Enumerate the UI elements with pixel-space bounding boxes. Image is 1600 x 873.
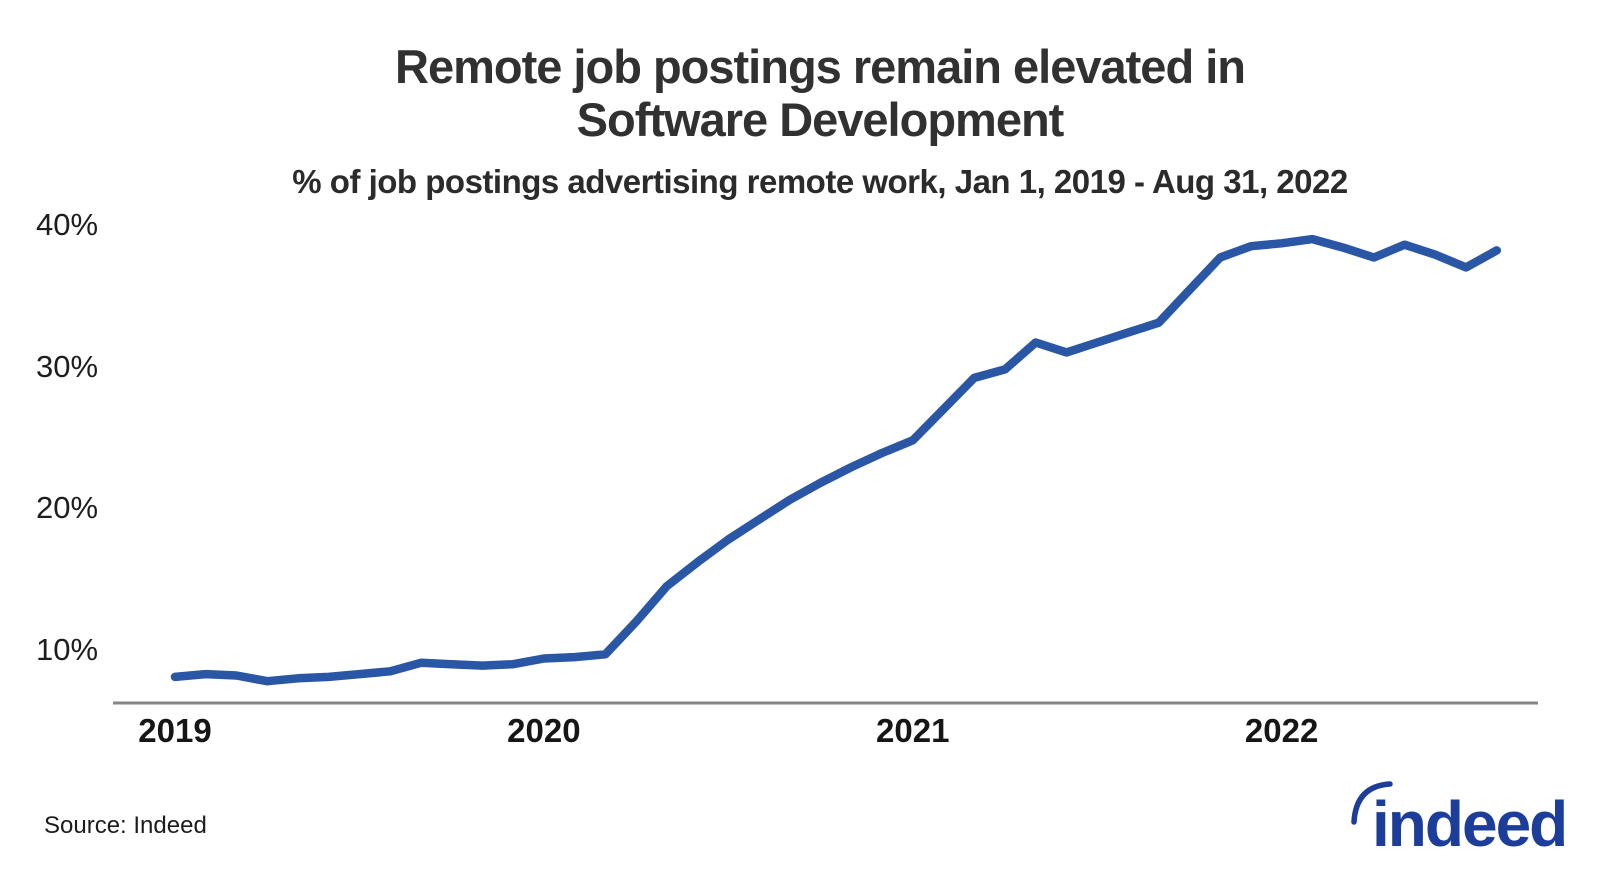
y-tick-label: 10% [36, 632, 99, 667]
source-note: Source: Indeed [44, 812, 207, 839]
indeed-logo: indeed [1351, 781, 1568, 860]
y-tick-label: 20% [36, 490, 99, 526]
x-tick-label: 2019 [138, 712, 212, 749]
x-tick-label: 2022 [1244, 712, 1319, 749]
x-tick-label: 2020 [507, 712, 581, 749]
y-tick-label: 40% [36, 206, 99, 242]
chart-title-line-1: Remote job postings remain elevated in [395, 40, 1246, 93]
chart-subtitle: % of job postings advertising remote wor… [292, 163, 1348, 200]
y-tick-label: 30% [36, 348, 99, 384]
x-tick-label: 2021 [876, 712, 950, 749]
data-line [170, 234, 1502, 686]
chart-title-line-2: Software Development [576, 93, 1065, 146]
chart-title: Remote job postings remain elevated in S… [40, 40, 1600, 146]
logo-swoosh-icon [1351, 781, 1393, 825]
logo-wordmark: indeed [1372, 788, 1566, 860]
